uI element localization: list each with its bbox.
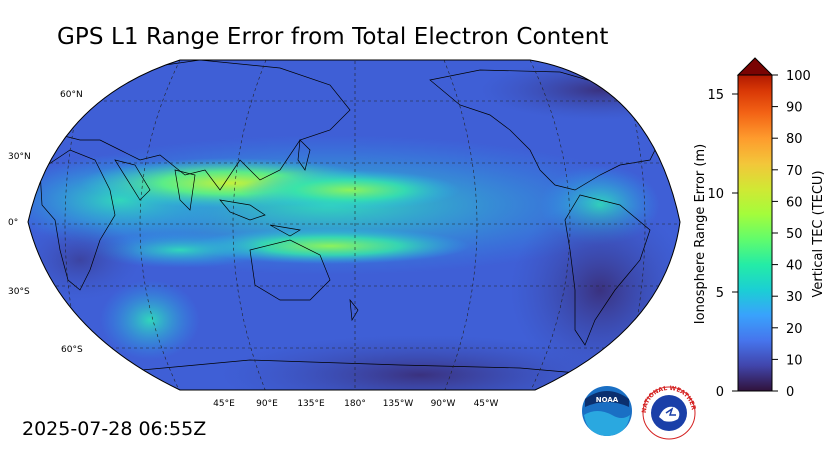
lon-label-90w: 90°W: [431, 399, 456, 409]
map-title: GPS L1 Range Error from Total Electron C…: [57, 24, 609, 50]
noaa-logo: NOAA: [582, 386, 632, 436]
lon-label-180: 180°: [344, 399, 366, 409]
lon-label-45w: 45°W: [474, 399, 499, 409]
timestamp: 2025-07-28 06:55Z: [22, 418, 207, 440]
agency-logos: NOAA NATIONAL WEATHER SERVICE: [582, 385, 697, 440]
lat-label-60s: 60°S: [61, 345, 83, 355]
lon-label-45e: 45°E: [213, 399, 235, 409]
tec-field: [28, 60, 680, 390]
globe-outline: [27, 59, 681, 391]
noaa-logo-text: NOAA: [596, 396, 619, 404]
lon-label-135w: 135°W: [383, 399, 414, 409]
lat-label-60n: 60°N: [60, 90, 83, 100]
lat-label-30s: 30°S: [8, 287, 30, 297]
lon-label-135e: 135°E: [297, 399, 325, 409]
lon-label-90e: 90°E: [256, 399, 278, 409]
lat-label-0: 0°: [8, 218, 18, 228]
lat-label-30n: 30°N: [8, 152, 31, 162]
